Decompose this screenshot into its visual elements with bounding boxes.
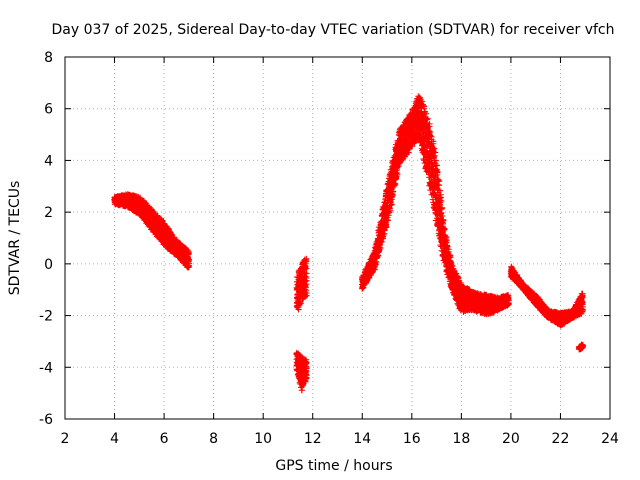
y-tick-label: 8 xyxy=(44,50,53,66)
x-tick-labels: 2 4 6 8 10 12 14 16 18 20 22 24 xyxy=(61,431,619,447)
plot-frame xyxy=(64,56,611,420)
x-tick-label: 16 xyxy=(403,431,421,447)
y-tick-label: -4 xyxy=(39,360,53,376)
y-tick-label: -2 xyxy=(39,309,53,325)
x-tick-label: 14 xyxy=(353,431,371,447)
x-tick-label: 6 xyxy=(160,431,169,447)
data-segment xyxy=(576,341,587,353)
x-tick-label: 8 xyxy=(209,431,218,447)
y-tick-label: 0 xyxy=(44,257,53,273)
y-tick-label: 6 xyxy=(44,102,53,118)
y-tick-label: -6 xyxy=(39,412,53,428)
y-tick-labels: -6 -4 -2 0 2 4 6 8 xyxy=(39,50,53,428)
y-axis-label: SDTVAR / TECUs xyxy=(7,181,23,296)
x-axis-label: GPS time / hours xyxy=(275,458,392,474)
data-segment xyxy=(359,93,512,318)
x-tick-label: 20 xyxy=(502,431,520,447)
y-tick-label: 2 xyxy=(44,205,53,221)
x-tick-label: 22 xyxy=(552,431,570,447)
chart-title: Day 037 of 2025, Sidereal Day-to-day VTE… xyxy=(51,22,614,38)
x-tick-label: 2 xyxy=(61,431,70,447)
data-points xyxy=(111,93,587,394)
grid-lines xyxy=(65,57,610,419)
data-segment xyxy=(293,255,310,313)
x-tick-label: 24 xyxy=(601,431,619,447)
x-tick-label: 10 xyxy=(254,431,272,447)
x-tick-label: 4 xyxy=(110,431,119,447)
data-segment xyxy=(293,349,310,394)
data-segment xyxy=(111,191,193,271)
x-tick-label: 12 xyxy=(304,431,322,447)
y-tick-label: 4 xyxy=(44,153,53,169)
data-segment xyxy=(507,263,586,329)
x-tick-label: 18 xyxy=(452,431,470,447)
axis-ticks xyxy=(64,56,611,420)
